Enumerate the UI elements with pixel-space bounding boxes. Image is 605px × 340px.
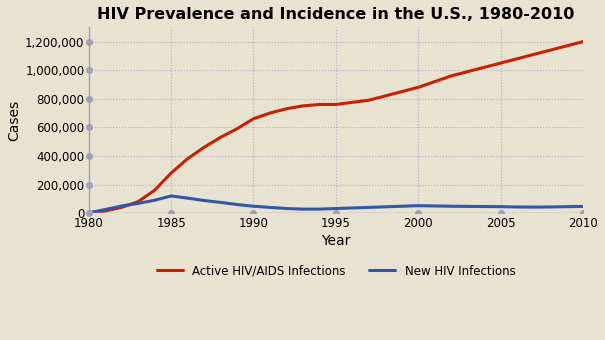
X-axis label: Year: Year [321, 235, 351, 249]
Active HIV/AIDS Infections [250, 117, 257, 121]
Active HIV/AIDS Infections [151, 188, 159, 192]
Active HIV/AIDS Infections [464, 70, 471, 74]
New HIV Infections [184, 196, 191, 200]
Active HIV/AIDS Infections [266, 111, 273, 115]
Active HIV/AIDS Infections [563, 44, 571, 48]
New HIV Infections [118, 204, 125, 208]
Active HIV/AIDS Infections [414, 85, 422, 89]
New HIV Infections [464, 204, 471, 208]
Active HIV/AIDS Infections [480, 65, 488, 69]
New HIV Infections [414, 204, 422, 208]
Active HIV/AIDS Infections [184, 157, 191, 161]
New HIV Infections [448, 204, 455, 208]
Active HIV/AIDS Infections [497, 61, 505, 65]
Active HIV/AIDS Infections [530, 52, 537, 56]
New HIV Infections [530, 205, 537, 209]
Active HIV/AIDS Infections [85, 211, 93, 215]
New HIV Infections [382, 205, 389, 209]
Y-axis label: Cases: Cases [7, 100, 21, 141]
Legend: Active HIV/AIDS Infections, New HIV Infections: Active HIV/AIDS Infections, New HIV Infe… [152, 260, 520, 282]
New HIV Infections [266, 205, 273, 209]
New HIV Infections [85, 211, 93, 215]
Active HIV/AIDS Infections [382, 94, 389, 98]
Active HIV/AIDS Infections [431, 80, 439, 84]
New HIV Infections [332, 206, 339, 210]
Active HIV/AIDS Infections [283, 107, 290, 111]
New HIV Infections [431, 204, 439, 208]
Active HIV/AIDS Infections [118, 205, 125, 209]
Active HIV/AIDS Infections [580, 39, 587, 44]
New HIV Infections [365, 205, 373, 209]
New HIV Infections [217, 200, 224, 204]
New HIV Infections [168, 194, 175, 198]
New HIV Infections [250, 204, 257, 208]
Line: Active HIV/AIDS Infections: Active HIV/AIDS Infections [89, 41, 583, 213]
New HIV Infections [497, 205, 505, 209]
Active HIV/AIDS Infections [398, 89, 405, 94]
New HIV Infections [234, 203, 241, 207]
New HIV Infections [102, 207, 109, 211]
New HIV Infections [398, 204, 405, 208]
Active HIV/AIDS Infections [102, 209, 109, 213]
Active HIV/AIDS Infections [546, 48, 554, 52]
Active HIV/AIDS Infections [448, 74, 455, 78]
Active HIV/AIDS Infections [168, 171, 175, 175]
Title: HIV Prevalence and Incidence in the U.S., 1980-2010: HIV Prevalence and Incidence in the U.S.… [97, 7, 575, 22]
New HIV Infections [580, 204, 587, 208]
New HIV Infections [480, 204, 488, 208]
Active HIV/AIDS Infections [299, 104, 307, 108]
New HIV Infections [563, 205, 571, 209]
Active HIV/AIDS Infections [514, 57, 521, 61]
New HIV Infections [316, 207, 323, 211]
Active HIV/AIDS Infections [365, 98, 373, 102]
Active HIV/AIDS Infections [134, 200, 142, 204]
Line: New HIV Infections: New HIV Infections [89, 196, 583, 213]
New HIV Infections [514, 205, 521, 209]
Active HIV/AIDS Infections [348, 100, 356, 104]
Active HIV/AIDS Infections [316, 102, 323, 106]
Active HIV/AIDS Infections [332, 102, 339, 106]
New HIV Infections [200, 199, 208, 203]
New HIV Infections [283, 206, 290, 210]
Active HIV/AIDS Infections [217, 135, 224, 139]
New HIV Infections [348, 206, 356, 210]
New HIV Infections [299, 207, 307, 211]
New HIV Infections [134, 201, 142, 205]
Active HIV/AIDS Infections [200, 145, 208, 149]
Active HIV/AIDS Infections [234, 127, 241, 131]
New HIV Infections [546, 205, 554, 209]
New HIV Infections [151, 198, 159, 202]
